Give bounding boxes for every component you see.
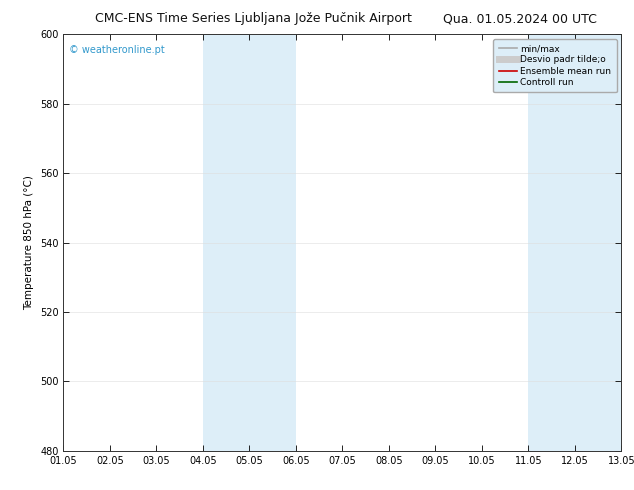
- Bar: [528, 34, 621, 451]
- Text: CMC-ENS Time Series Ljubljana Jože Pučnik Airport: CMC-ENS Time Series Ljubljana Jože Pučni…: [95, 12, 412, 25]
- Text: © weatheronline.pt: © weatheronline.pt: [69, 45, 165, 55]
- Legend: min/max, Desvio padr tilde;o, Ensemble mean run, Controll run: min/max, Desvio padr tilde;o, Ensemble m…: [493, 39, 617, 93]
- Y-axis label: Temperature 850 hPa (°C): Temperature 850 hPa (°C): [24, 175, 34, 310]
- Text: Qua. 01.05.2024 00 UTC: Qua. 01.05.2024 00 UTC: [443, 12, 597, 25]
- Bar: [203, 34, 296, 451]
